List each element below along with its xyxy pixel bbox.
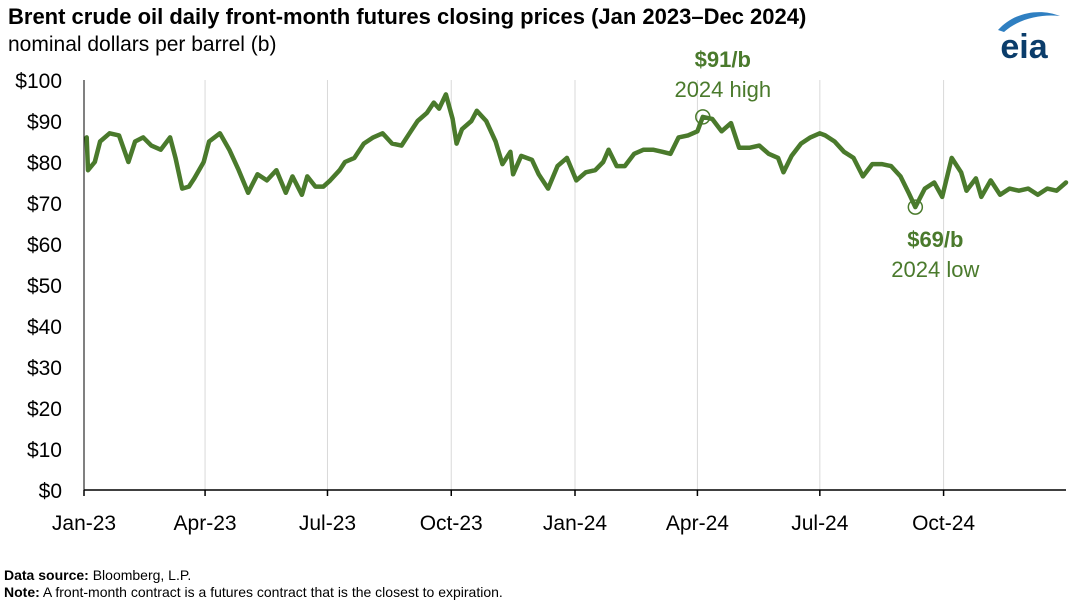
y-tick-label: $90 [27,111,62,134]
y-tick-label: $20 [27,398,62,421]
y-tick-label: $0 [39,480,62,503]
x-tick-label: Jan-23 [52,512,116,535]
y-tick-label: $30 [27,357,62,380]
x-tick-label: Oct-24 [912,512,975,535]
annotation-value-label: $69/b [907,227,963,252]
x-tick-label: Jul-24 [791,512,849,535]
annotations: $91/b 2024 high $69/b 2024 low [674,47,979,282]
source-label: Data source: [4,567,89,583]
x-tick-label: Jan-24 [543,512,608,535]
y-tick-label: $40 [27,316,62,339]
chart-title: Brent crude oil daily front-month future… [8,4,807,29]
chart-subtitle: nominal dollars per barrel (b) [8,33,277,56]
series-line [84,92,1069,210]
note-text: A front-month contract is a futures cont… [42,584,503,600]
gridlines [204,80,945,490]
annotation-sublabel: 2024 high [674,77,771,102]
annotation-value-label: $91/b [695,47,751,72]
logo-wordmark: eia [1000,28,1048,66]
series-layer [84,92,1069,210]
x-tick-label: Apr-24 [666,512,729,535]
footnote: Note: A front-month contract is a future… [4,584,503,600]
y-tick-label: $70 [27,193,62,216]
logo-swoosh [998,12,1060,32]
line-chart: Jan-23 Apr-23 Jul-23 Oct-23 Jan-24 Apr-24 Jul-… [15,47,1069,535]
annotation-sublabel: 2024 low [891,257,979,282]
x-tick-label: Jul-23 [299,512,356,535]
y-tick-label: $100 [15,70,62,93]
y-tick-label: $10 [27,439,62,462]
y-tick-label: $50 [27,275,62,298]
note-label: Note: [4,584,40,600]
annotation-marker [907,199,924,215]
x-tick-label: Oct-23 [420,512,483,535]
eia-logo: eia [998,12,1060,66]
annotation-marker [695,109,711,125]
axes: Jan-23 Apr-23 Jul-23 Oct-23 Jan-24 Apr-24 Jul-… [15,70,1066,535]
y-tick-label: $80 [27,152,62,175]
y-tick-label: $60 [27,234,62,257]
source-text: Bloomberg, L.P. [92,567,192,583]
x-tick-label: Apr-23 [174,512,237,535]
data-source-note: Data source: Bloomberg, L.P. [4,567,191,583]
